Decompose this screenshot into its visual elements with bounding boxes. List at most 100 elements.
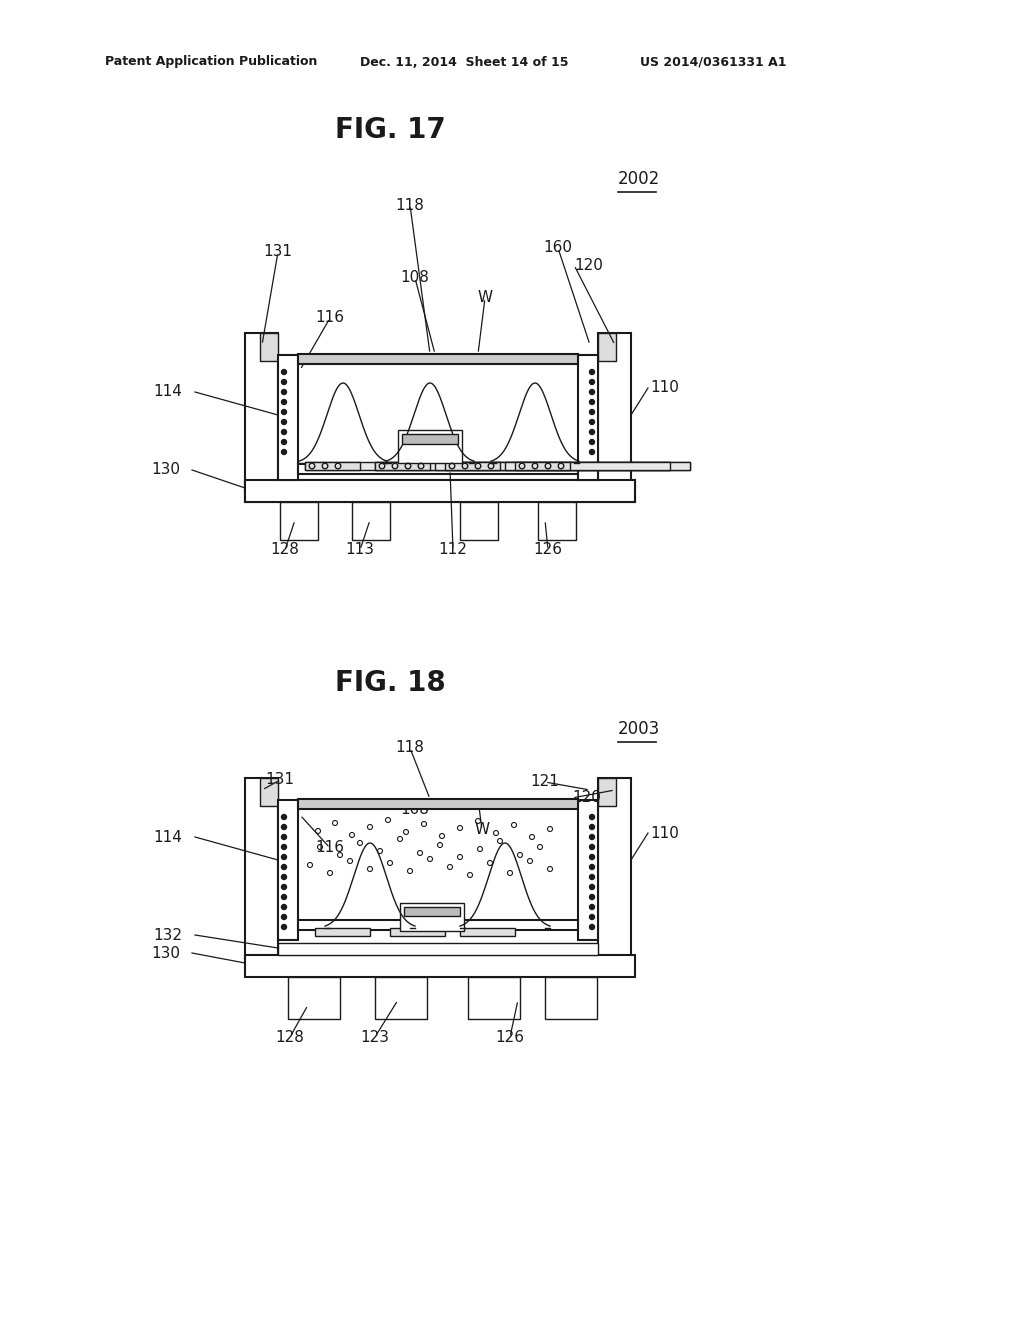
Circle shape [590, 400, 595, 404]
Bar [515, 462, 570, 470]
Circle shape [590, 440, 595, 445]
Bar [278, 800, 298, 940]
Bar [578, 800, 598, 940]
Circle shape [282, 814, 287, 820]
Text: W: W [477, 290, 493, 305]
Bar [375, 462, 430, 470]
Text: 121: 121 [530, 775, 559, 789]
Circle shape [282, 370, 287, 375]
Circle shape [282, 834, 287, 840]
Circle shape [282, 904, 287, 909]
Text: 132: 132 [153, 928, 182, 942]
Bar [400, 903, 464, 931]
Bar [288, 977, 340, 1019]
Bar [305, 462, 670, 470]
Text: 126: 126 [534, 543, 562, 557]
Bar [352, 502, 390, 540]
Text: 110: 110 [650, 380, 679, 396]
Bar [390, 928, 445, 936]
Bar [245, 777, 278, 964]
Circle shape [282, 389, 287, 395]
Bar [468, 977, 520, 1019]
Circle shape [590, 904, 595, 909]
Circle shape [282, 420, 287, 425]
Text: 112: 112 [438, 543, 467, 557]
Text: 128: 128 [270, 543, 299, 557]
Bar [298, 799, 578, 809]
Bar [545, 977, 597, 1019]
Circle shape [282, 825, 287, 829]
Bar [460, 928, 515, 936]
Bar [460, 502, 498, 540]
Text: 2002: 2002 [618, 170, 660, 187]
Bar [260, 777, 278, 807]
Bar [505, 462, 670, 470]
Bar [445, 462, 500, 470]
Text: 113: 113 [345, 543, 375, 557]
Text: 160: 160 [544, 240, 572, 256]
Bar [298, 920, 578, 931]
Text: 2003: 2003 [618, 719, 660, 738]
Bar [278, 942, 598, 954]
Bar [598, 777, 616, 807]
Circle shape [590, 380, 595, 384]
Circle shape [590, 450, 595, 454]
Text: 114: 114 [154, 384, 182, 400]
Circle shape [590, 370, 595, 375]
Text: 118: 118 [395, 198, 424, 213]
Bar [245, 480, 635, 502]
Circle shape [282, 429, 287, 434]
Circle shape [282, 409, 287, 414]
Circle shape [282, 915, 287, 920]
Bar [598, 777, 631, 964]
Text: 116: 116 [315, 310, 344, 326]
Text: 120: 120 [572, 791, 601, 805]
Circle shape [590, 420, 595, 425]
Circle shape [590, 924, 595, 929]
Text: Dec. 11, 2014  Sheet 14 of 15: Dec. 11, 2014 Sheet 14 of 15 [360, 55, 568, 69]
Bar [260, 333, 278, 360]
Text: 108: 108 [400, 803, 429, 817]
Text: FIG. 17: FIG. 17 [335, 116, 445, 144]
Circle shape [282, 895, 287, 899]
Text: FIG. 18: FIG. 18 [335, 669, 445, 697]
Bar [435, 462, 690, 470]
Circle shape [590, 854, 595, 859]
Bar [375, 462, 690, 470]
Circle shape [282, 400, 287, 404]
Text: 130: 130 [151, 462, 180, 478]
Circle shape [590, 409, 595, 414]
Text: 114: 114 [154, 829, 182, 845]
Text: 108: 108 [400, 271, 429, 285]
Bar [280, 502, 318, 540]
Bar [298, 354, 578, 364]
Bar [245, 480, 635, 502]
Circle shape [590, 865, 595, 870]
Circle shape [590, 895, 595, 899]
Bar [398, 430, 462, 463]
Circle shape [590, 825, 595, 829]
Text: 131: 131 [263, 244, 293, 260]
Circle shape [282, 865, 287, 870]
Bar [278, 355, 298, 480]
Bar [298, 465, 578, 474]
Circle shape [590, 814, 595, 820]
Bar [375, 977, 427, 1019]
Bar [245, 954, 635, 977]
Circle shape [590, 429, 595, 434]
Circle shape [282, 450, 287, 454]
Circle shape [282, 884, 287, 890]
Text: 118: 118 [395, 741, 424, 755]
Bar [404, 907, 460, 916]
Bar [598, 333, 616, 360]
Bar [578, 355, 598, 480]
Text: 120: 120 [574, 257, 603, 272]
Bar [402, 434, 458, 444]
Text: Patent Application Publication: Patent Application Publication [105, 55, 317, 69]
Circle shape [282, 440, 287, 445]
Text: 123: 123 [360, 1030, 389, 1044]
Text: 131: 131 [265, 772, 295, 788]
Circle shape [590, 834, 595, 840]
Circle shape [282, 924, 287, 929]
Bar [538, 502, 575, 540]
